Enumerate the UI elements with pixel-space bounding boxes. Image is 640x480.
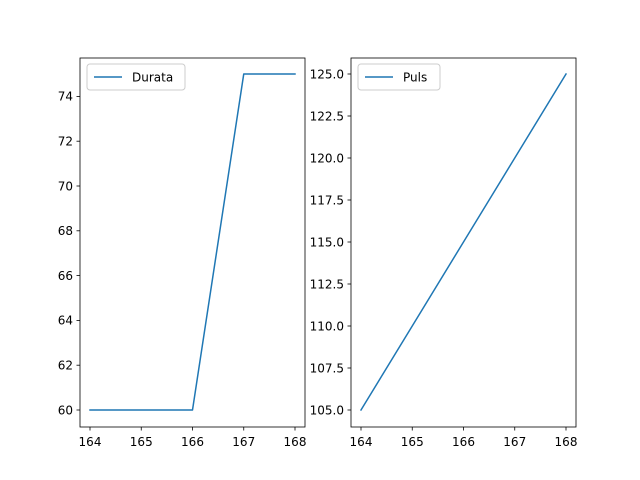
y-tick-label: 68: [58, 224, 73, 238]
y-tick-label: 72: [58, 135, 73, 149]
x-tick-label: 165: [401, 435, 424, 449]
y-tick-label: 120.0: [310, 151, 344, 165]
puls-subplot: 164 165 166 167 168 105.0 107.5 110.0 112.5 115.0…: [310, 57, 578, 449]
y-tick-label: 107.5: [310, 361, 344, 375]
y-tick-label: 112.5: [310, 277, 344, 291]
legend-box: [357, 63, 441, 91]
x-tick-label: 164: [350, 435, 373, 449]
x-tick-label: 165: [130, 435, 153, 449]
y-tick-label: 105.0: [310, 403, 344, 417]
y-tick-label: 74: [58, 90, 73, 104]
y-tick-label: 64: [58, 314, 73, 328]
legend-box: [86, 63, 186, 91]
legend-label: Puls: [403, 71, 427, 85]
x-tick-label: 164: [79, 435, 102, 449]
y-tick-label: 125.0: [310, 67, 344, 81]
legend-label: Durata: [132, 71, 173, 85]
x-tick-label: 168: [284, 435, 307, 449]
y-tick-label: 62: [58, 359, 73, 373]
y-tick-label: 122.5: [310, 109, 344, 123]
y-tick-label: 110.0: [310, 319, 344, 333]
x-tick-label: 166: [452, 435, 475, 449]
durata-subplot: 164 165 166 167 168 60 62 64 66 68 70 72 74 Durata: [58, 57, 307, 449]
x-tick-label: 166: [181, 435, 204, 449]
series-line-puls: [359, 72, 568, 412]
y-tick-label: 66: [58, 269, 73, 283]
y-tick-label: 70: [58, 179, 73, 193]
series-line-durata: [89, 73, 296, 411]
legend: Puls: [357, 63, 441, 91]
y-tick-label: 60: [58, 403, 73, 417]
legend: Durata: [86, 63, 186, 91]
x-tick-label: 168: [555, 435, 578, 449]
y-tick-label: 115.0: [310, 235, 344, 249]
x-tick-label: 167: [232, 435, 255, 449]
x-tick-label: 167: [503, 435, 526, 449]
y-tick-label: 117.5: [310, 193, 344, 207]
